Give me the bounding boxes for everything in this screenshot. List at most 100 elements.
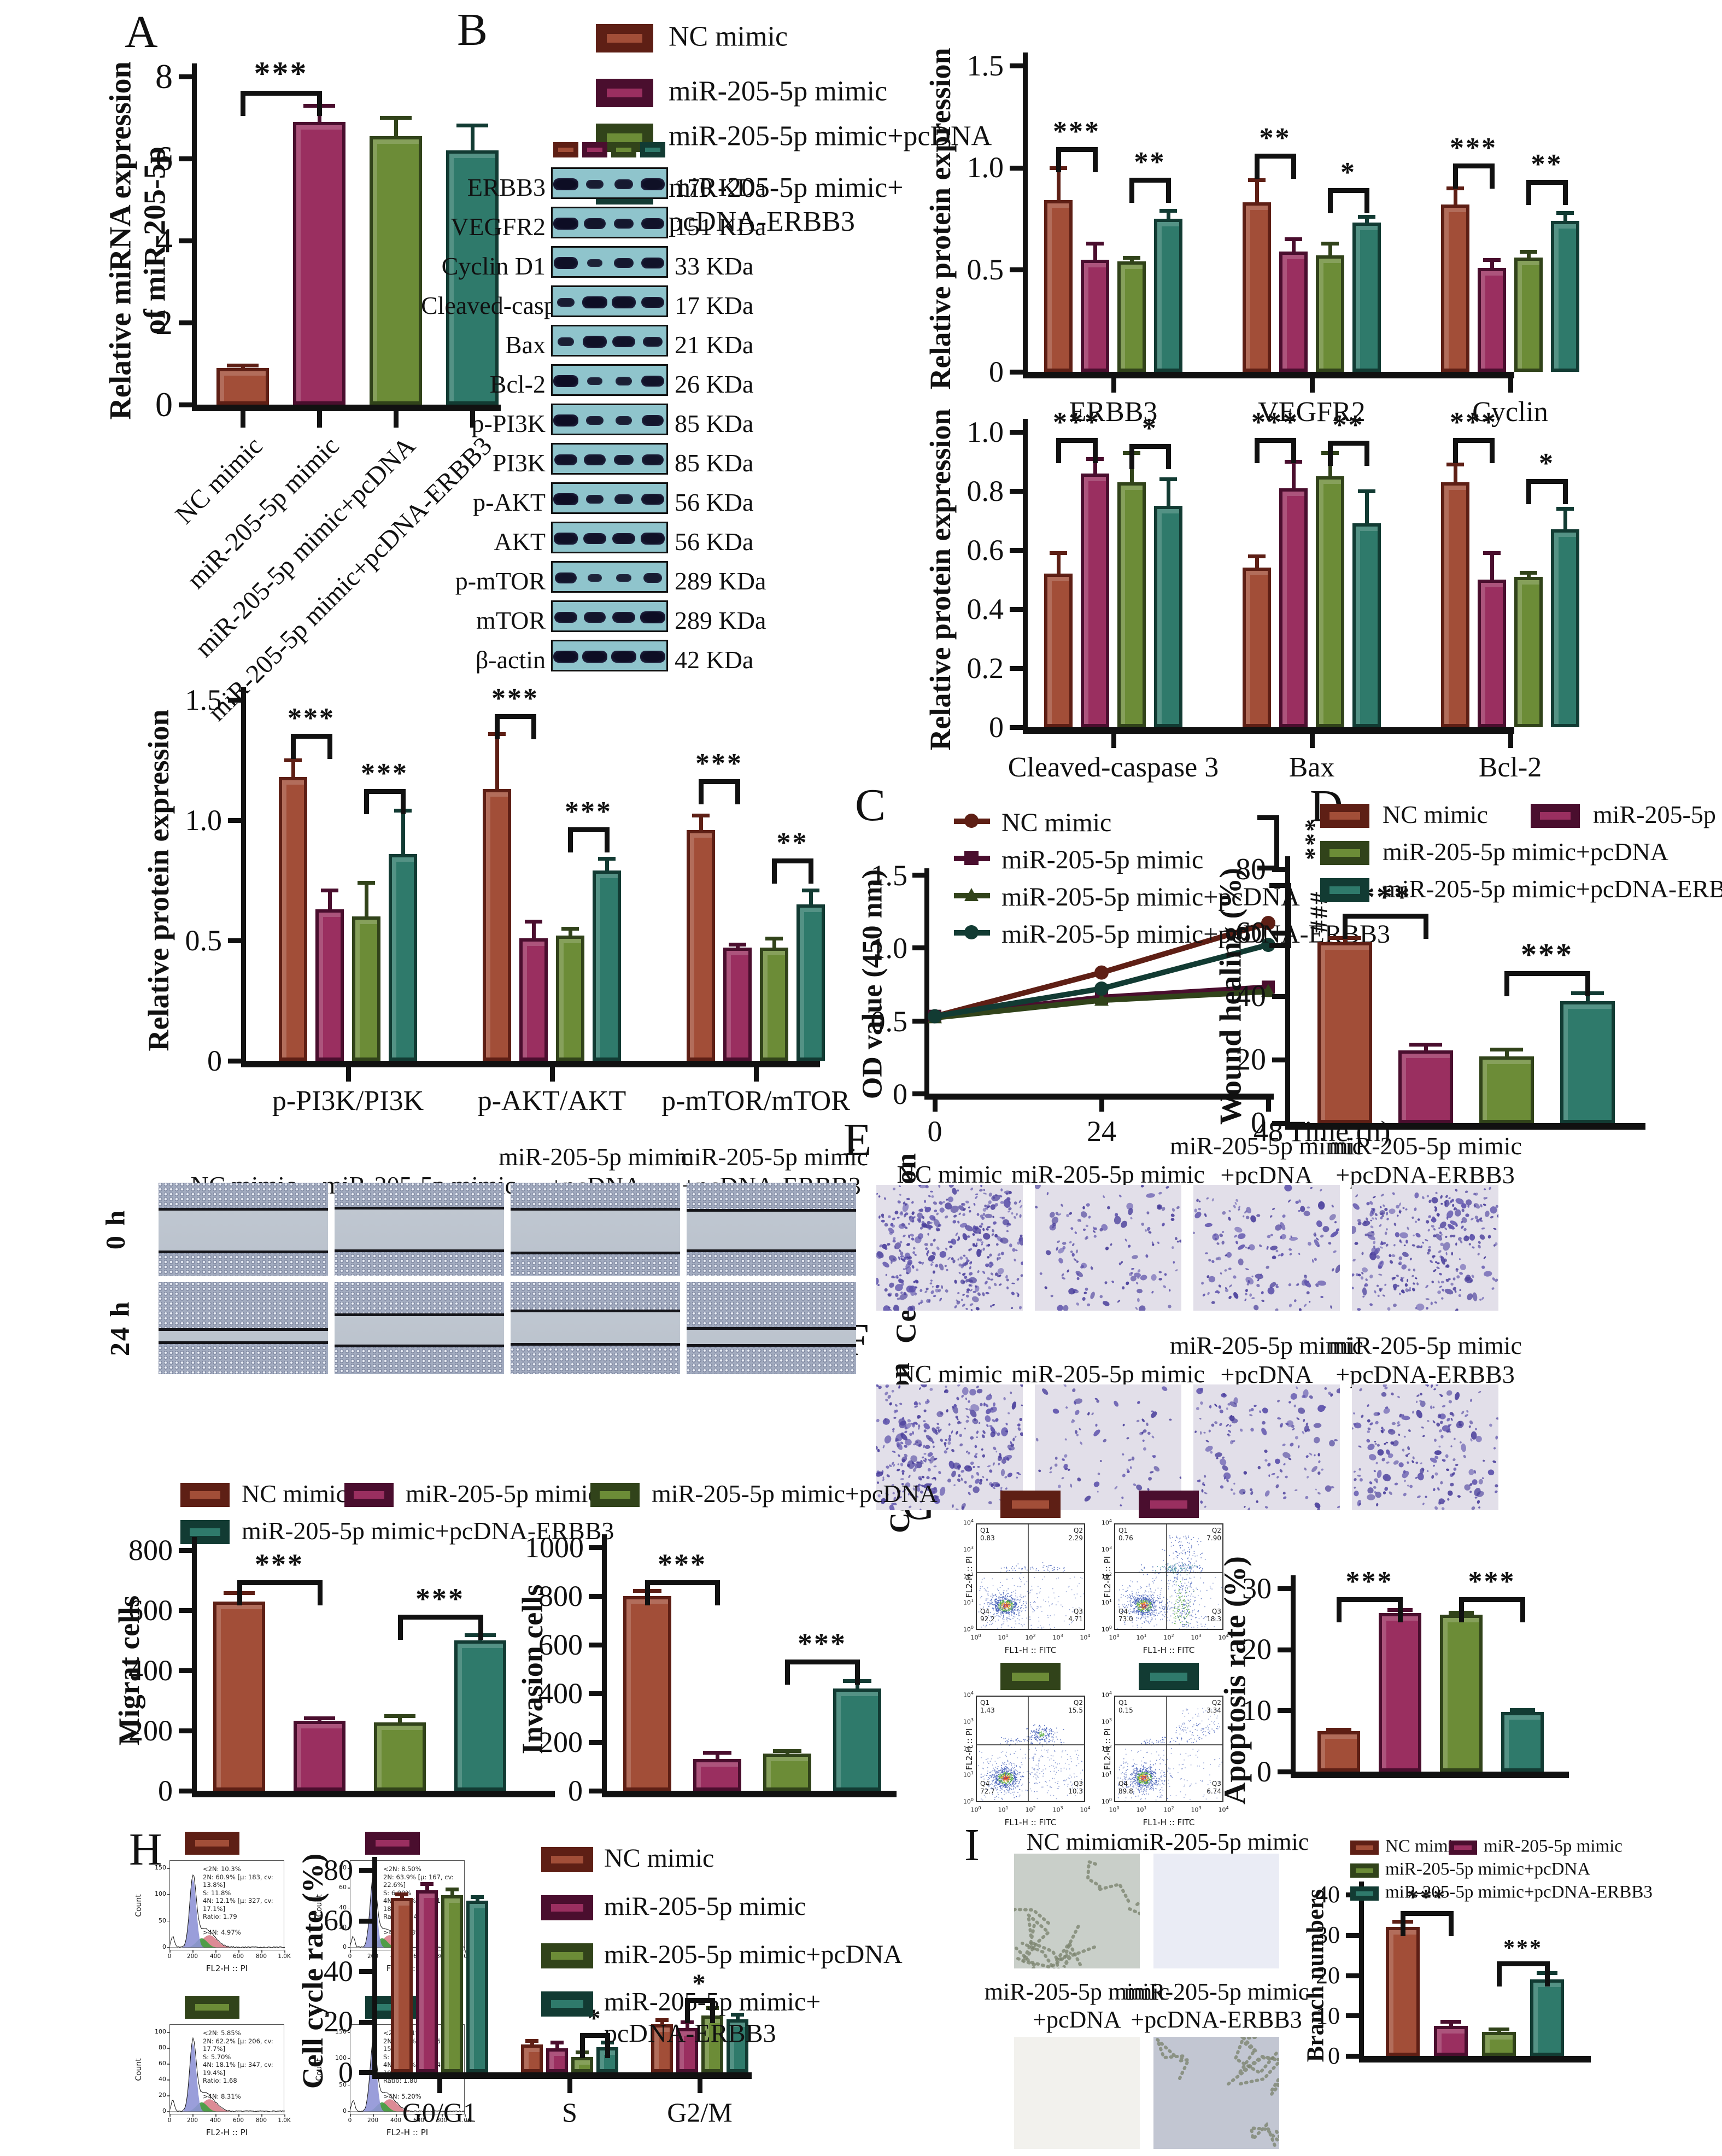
- sig-bracket-line: [291, 733, 332, 739]
- x-tick-label: 101: [998, 1806, 1009, 1814]
- column-label: NC mimic: [829, 1359, 1070, 1388]
- y-tick: [1346, 1932, 1359, 1938]
- bar: [727, 2019, 748, 2072]
- x-tick-label: 1.0K: [278, 2117, 291, 2124]
- y-tick-label: 40: [339, 1903, 347, 1911]
- sig-label: **: [776, 827, 809, 859]
- matrigel-image: [1014, 2037, 1140, 2149]
- sig-bracket-line: [1526, 180, 1568, 185]
- y-tick: [589, 1789, 602, 1793]
- y-tick-label: 101: [963, 1598, 974, 1606]
- x-tick-label: 103: [1052, 1633, 1063, 1641]
- bar: [623, 1596, 671, 1791]
- blot-band: [641, 296, 664, 308]
- bar: [763, 1754, 811, 1791]
- y-tick: [1010, 63, 1023, 68]
- y-tick-label: 0: [162, 2107, 166, 2114]
- y-tick-label: 0.2: [967, 651, 1004, 685]
- y-tick-label: 20: [1242, 1633, 1272, 1666]
- wound-cell-band: [159, 1282, 328, 1328]
- column-label-line: miR-205-5p mimic: [1328, 1331, 1522, 1359]
- x-tick: [192, 1950, 194, 1953]
- flow-cytometry-apoptosis: FL2-H :: PI 100 100 101 101 102 102 103 103 104 10…: [897, 1476, 1323, 1832]
- x-axis: [192, 1791, 555, 1797]
- x-tick: [1309, 378, 1315, 393]
- y-tick: [1346, 1973, 1359, 1978]
- quadrant-value: 89.8: [1118, 1787, 1133, 1795]
- blot-band: [582, 296, 607, 308]
- x-axis-title: FL2-H :: PI: [206, 1964, 248, 1973]
- y-tick-label: 10: [1242, 1694, 1272, 1727]
- quadrant-label: Q3: [1211, 1608, 1221, 1615]
- column-label-line: NC mimic: [1026, 1828, 1128, 1855]
- y-axis-title: Relative miRNA expression of miR-205-5p: [103, 61, 172, 419]
- bar: [1482, 2031, 1516, 2056]
- y-tick: [179, 320, 192, 325]
- bar: [454, 1640, 506, 1791]
- y-tick-label: 0: [155, 384, 173, 424]
- blot-band: [640, 611, 665, 623]
- legend-marker: [964, 925, 979, 939]
- bar: [1479, 1056, 1534, 1123]
- wound-cell-band: [687, 1249, 856, 1276]
- hist-stats-line: >4N: 5.20%: [383, 2093, 421, 2100]
- bar: [1081, 473, 1109, 727]
- legend-label: NC mimic: [1385, 1836, 1461, 1856]
- y-axis-title-line: of miR-205-5p: [138, 147, 172, 335]
- blot-band: [558, 337, 574, 346]
- sig-label: ***: [1407, 1885, 1446, 1910]
- blot-band: [613, 454, 634, 465]
- x-tick: [1111, 378, 1116, 393]
- sig-bracket-end: [1056, 437, 1061, 463]
- blot-protein-label: p-mTOR: [455, 567, 546, 595]
- sig-bracket-end: [1497, 1961, 1502, 1986]
- y-tick-label: 0: [989, 710, 1004, 744]
- legend-migration-invasion: NC mimic miR-205-5p mimic miR-205-5p mimic…: [159, 1476, 938, 1558]
- legend-key-stripe: [558, 147, 574, 153]
- sig-bracket-end: [1504, 971, 1509, 996]
- x-tick: [470, 411, 475, 428]
- error-bar-line: [1453, 188, 1457, 212]
- matrigel-image: [1153, 2037, 1279, 2149]
- y-tick-label: 100: [1101, 1625, 1112, 1633]
- bar: [416, 1890, 438, 2072]
- legend-label: miR-205-5p mimic: [1484, 1836, 1623, 1856]
- legend-label: miR-205-5p mimic: [406, 1479, 599, 1508]
- blot-band: [641, 493, 664, 505]
- bar: [546, 2048, 568, 2072]
- blot-strip: [551, 207, 668, 238]
- sig-bracket-end: [1056, 147, 1061, 173]
- error-bar-cap: [227, 364, 259, 367]
- x-tick-label: 800: [255, 2117, 267, 2124]
- wound-cell-band: [687, 1282, 856, 1328]
- transwell-image: [1352, 1384, 1498, 1510]
- wound-image: [511, 1183, 680, 1276]
- y-axis-title-line: Relative protein expression: [923, 48, 957, 390]
- bar: [391, 1897, 413, 2072]
- sig-bracket-end: [1526, 479, 1531, 505]
- blot-band: [642, 415, 664, 426]
- y-tick: [589, 1691, 602, 1696]
- error-bar-line: [327, 890, 332, 917]
- sig-bracket-line: [1337, 1597, 1403, 1602]
- column-label-line: +pcDNA-ERBB3: [1131, 2006, 1302, 2033]
- sig-bracket-line: [1056, 147, 1098, 153]
- hist-stats-line: 2N: 62.2% [μ: 206, cv: 17.7%]: [203, 2037, 273, 2053]
- y-axis: [1291, 1575, 1296, 1772]
- wound-edge-line: [159, 1341, 328, 1344]
- error-bar-line: [1328, 243, 1332, 264]
- legend-panel-b: NC mimic miR-205-5p mimic miR-205-5p mimic…: [563, 16, 992, 237]
- y-tick: [1010, 430, 1023, 435]
- y-tick-label: 200: [128, 1714, 173, 1747]
- transwell-image: [876, 1384, 1023, 1510]
- legend-key: [180, 1520, 230, 1544]
- bar: [571, 2057, 593, 2072]
- legend-label: miR-205-5p mimic+pcDNA-ERBB3: [669, 171, 903, 239]
- matrigel-image: [1014, 1854, 1140, 1968]
- bar: [593, 870, 621, 1061]
- sig-bracket-end: [1520, 1597, 1525, 1622]
- y-tick: [167, 1868, 169, 1869]
- x-tick: [1309, 734, 1315, 748]
- sig-bracket-end: [735, 779, 740, 805]
- y-tick: [167, 2111, 169, 2112]
